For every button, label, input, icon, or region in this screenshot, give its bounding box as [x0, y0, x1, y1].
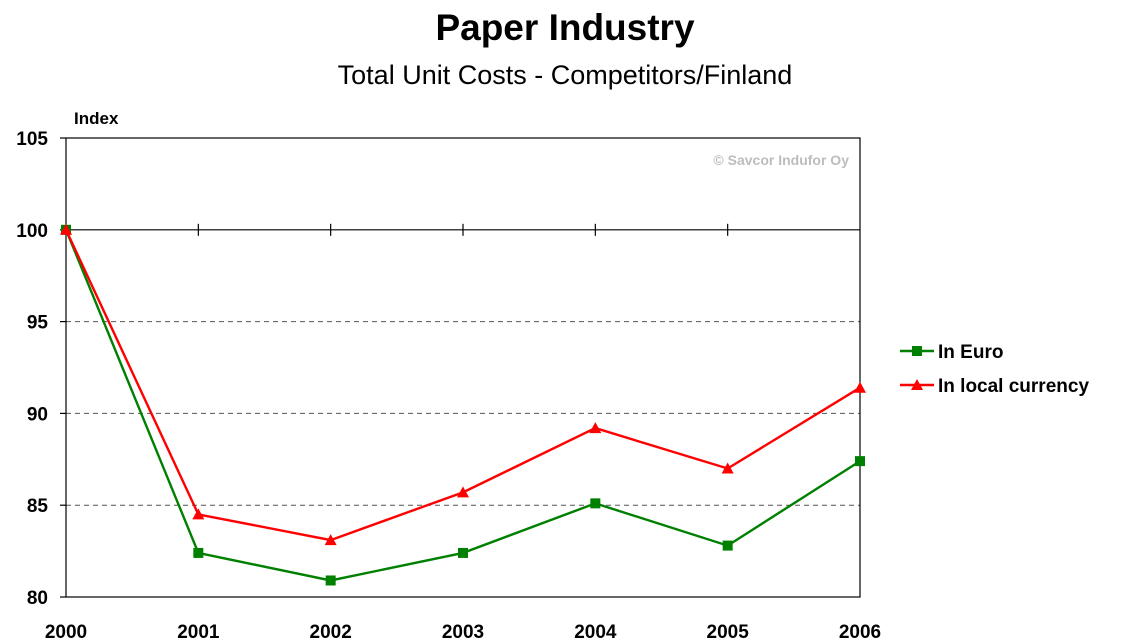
- point-1-2003: [457, 486, 469, 498]
- point-1-2001: [192, 508, 205, 520]
- point-1-2002: [324, 534, 337, 546]
- legend: In Euro In local currency: [900, 342, 1089, 397]
- y-tick-label-85: 85: [27, 496, 49, 517]
- point-0-2006: [855, 456, 865, 467]
- chart-title: Paper Industry: [435, 7, 694, 48]
- point-0-2002: [325, 575, 336, 586]
- plot-frame: [65, 137, 861, 598]
- series-line-0: [64, 229, 861, 582]
- y-tick-label-105: 105: [16, 129, 48, 150]
- axes: [60, 137, 861, 598]
- y-tick-label-95: 95: [27, 313, 49, 334]
- x-tick-label-2005: 2005: [707, 622, 750, 643]
- point-0-2001: [193, 547, 204, 558]
- tick-labels: 80 85 90 95 100 105 2000 2001 2002 2003 2004 2005 20…: [16, 129, 881, 643]
- legend-item-1: In local currency: [900, 376, 1089, 397]
- legend-item-0: In Euro: [900, 342, 1003, 363]
- x-tick-label-2006: 2006: [839, 622, 881, 643]
- point-0-2005: [722, 540, 733, 551]
- x-tick-label-2003: 2003: [442, 622, 484, 643]
- y-tick-label-90: 90: [27, 404, 48, 425]
- x-tick-label-2001: 2001: [177, 622, 220, 643]
- point-1-2000: [60, 223, 72, 235]
- gridlines: [66, 321, 860, 506]
- point-0-2004: [590, 498, 601, 509]
- y-axis-label: Index: [74, 109, 119, 128]
- chart-subtitle: Total Unit Costs - Competitors/Finland: [338, 60, 793, 90]
- legend-label-1: In local currency: [938, 376, 1089, 397]
- x-tick-label-2000: 2000: [45, 622, 87, 643]
- series-0: [61, 224, 865, 586]
- legend-marker-0: [912, 346, 922, 356]
- copyright-annotation: © Savcor Indufor Oy: [713, 152, 849, 168]
- series-1: [60, 223, 866, 546]
- point-1-2004: [589, 422, 602, 434]
- series-layer: [60, 223, 866, 586]
- legend-marker-1: [911, 379, 923, 390]
- point-1-2005: [721, 462, 734, 474]
- legend-label-0: In Euro: [938, 342, 1003, 363]
- y-tick-label-100: 100: [16, 221, 48, 242]
- y-tick-label-80: 80: [27, 588, 48, 609]
- point-0-2003: [458, 547, 468, 558]
- x-tick-label-2004: 2004: [574, 622, 617, 643]
- point-1-2006: [854, 381, 866, 393]
- x-tick-label-2002: 2002: [310, 622, 352, 643]
